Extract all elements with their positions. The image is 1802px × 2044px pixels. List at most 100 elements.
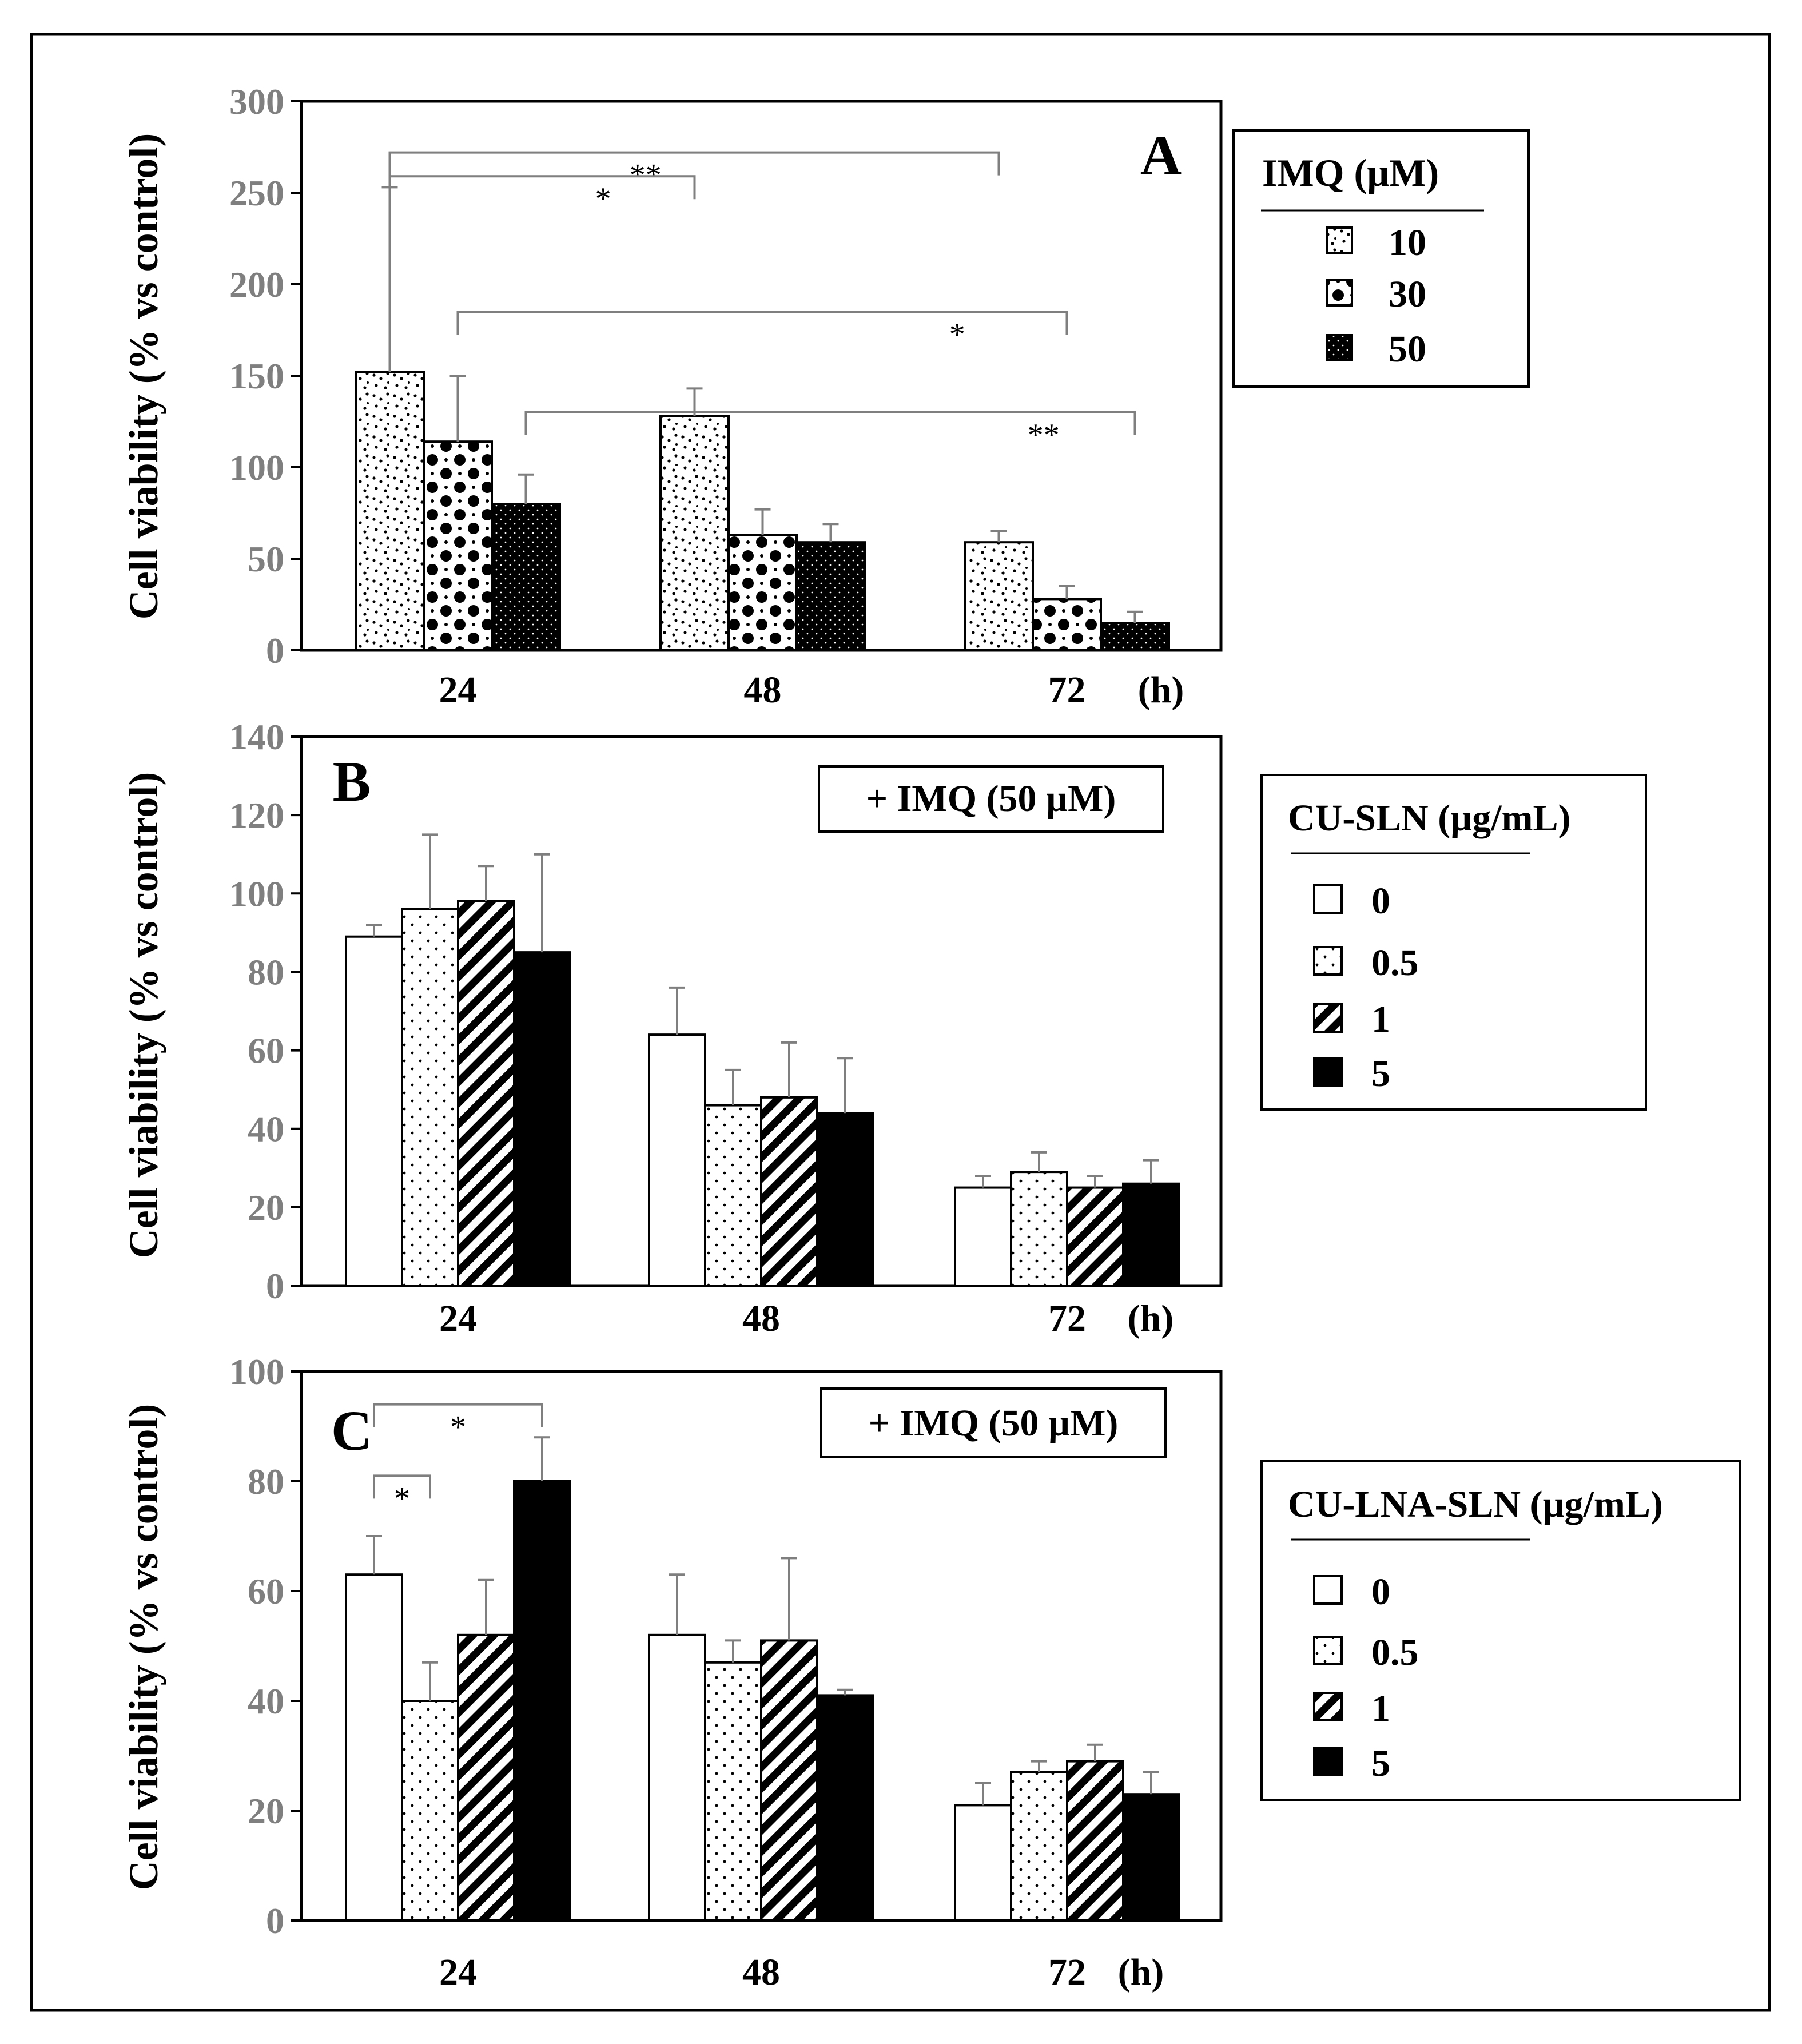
legend-label-imq-30: 30 — [1389, 273, 1426, 315]
panel-a-bar-24h-10 — [355, 371, 425, 651]
panel-a-y-tick-label: 300 — [229, 81, 284, 122]
panel-a-y-tick-label: 250 — [229, 173, 284, 213]
panel-b-letter: B — [333, 750, 371, 813]
panel-c-y-tick-label: 40 — [248, 1681, 284, 1721]
panel-a-significance-label: * — [949, 317, 965, 352]
panel-b-bar-24h-5 — [513, 951, 571, 1287]
panel-a-x-tick-label: 72 — [1048, 669, 1086, 711]
panel-c-inset-label: + IMQ (50 µM) — [869, 1402, 1119, 1444]
panel-c-inset-box — [820, 1387, 1167, 1458]
panel-b-y-tick-label: 80 — [248, 952, 284, 992]
panel-a-y-tick-label: 0 — [266, 630, 284, 671]
panel-c-bar-72h-0.5 — [1010, 1771, 1068, 1922]
panel-a-letter: A — [1140, 124, 1182, 187]
panel-b-bar-72h-5 — [1122, 1182, 1180, 1287]
panel-a-x-tick-label: 48 — [744, 669, 782, 711]
panel-a-bar-72h-30 — [1032, 598, 1102, 652]
panel-b-bar-72h-0.5 — [1010, 1171, 1068, 1287]
panel-b-y-axis-label: Cell viability (% vs control) — [121, 772, 166, 1259]
panel-b-y-tick-label: 100 — [229, 873, 284, 914]
panel-c-x-tick-label: 48 — [742, 1951, 780, 1993]
panel-b-bar-72h-1 — [1066, 1186, 1124, 1287]
panel-a-x-unit: (h) — [1138, 669, 1184, 711]
legend-label-cu-lna-sln-1: 1 — [1371, 1688, 1390, 1729]
panel-c: Cell viability (% vs control) 0 20 40 60 80 1… — [121, 1351, 1741, 1993]
panel-a-bar-24h-30 — [423, 440, 493, 651]
panel-b-y-tick-label: 60 — [248, 1031, 284, 1071]
panel-b-x-tick-label: 48 — [742, 1298, 780, 1339]
panel-b-bar-24h-0.5 — [401, 908, 459, 1287]
panel-c-bar-48h-5 — [816, 1694, 874, 1922]
panel-c-y-tick-label: 60 — [248, 1571, 284, 1612]
panel-c-x-tick-label: 72 — [1048, 1951, 1086, 1993]
panel-c-letter: C — [331, 1399, 372, 1462]
panel-a-bar-48h-10 — [659, 415, 730, 652]
panel-c-legend: CU-LNA-SLN (µg/mL) 0 0.5 1 5 — [1260, 1460, 1741, 1801]
panel-b-x-tick-label: 72 — [1048, 1298, 1086, 1339]
legend-swatch-cu-sln-1 — [1313, 1003, 1343, 1033]
legend-swatch-imq-50 — [1326, 334, 1353, 361]
panel-a-significance-bracket — [388, 175, 696, 200]
panel-c-significance-label: * — [394, 1481, 410, 1516]
panel-c-significance-label: * — [450, 1410, 466, 1445]
panel-c-y-tick-label: 0 — [266, 1900, 284, 1941]
panel-b-bar-48h-0.5 — [704, 1104, 762, 1287]
panel-a-significance-bracket — [456, 311, 1068, 335]
panel-b-y-tick-label: 20 — [248, 1187, 284, 1228]
panel-b-y-tick-label: 0 — [266, 1266, 284, 1306]
panel-b-bar-72h-0 — [954, 1186, 1012, 1287]
panel-a-bar-24h-50 — [491, 503, 561, 651]
panel-c-y-axis-label: Cell viability (% vs control) — [121, 1404, 166, 1891]
panel-c-bar-72h-1 — [1066, 1760, 1124, 1922]
panel-c-y-tick-label: 80 — [248, 1461, 284, 1502]
panel-a-bar-48h-30 — [727, 534, 798, 652]
panel-b-y-tick-label: 120 — [229, 795, 284, 836]
panel-b-bar-24h-1 — [457, 900, 515, 1287]
panel-a-y-tick-label: 200 — [229, 264, 284, 305]
panel-a-y-tick-label: 100 — [229, 447, 284, 488]
panel-c-significance-bracket — [373, 1403, 543, 1427]
legend-label-cu-sln-0: 0 — [1371, 880, 1390, 922]
legend-swatch-cu-lna-sln-0 — [1313, 1575, 1343, 1605]
panel-a-y-tick-label: 150 — [229, 356, 284, 396]
panel-c-bar-48h-0.5 — [704, 1661, 762, 1922]
panel-b-legend-box — [1260, 774, 1647, 1111]
panel-a-legend-box — [1232, 129, 1530, 388]
panel-b-inset-box — [818, 765, 1164, 833]
panel-c-bar-24h-5 — [513, 1480, 571, 1922]
panel-a-significance-label: ** — [1028, 417, 1060, 453]
panel-c-bar-48h-0 — [648, 1633, 706, 1922]
panel-c-bar-24h-0.5 — [401, 1700, 459, 1922]
legend-swatch-cu-lna-sln-1 — [1313, 1692, 1343, 1721]
legend-label-cu-sln-5: 5 — [1371, 1053, 1390, 1095]
legend-swatch-cu-lna-sln-0-5 — [1313, 1636, 1343, 1665]
panel-c-significance-bracket — [373, 1474, 431, 1499]
panel-b-y-tick-label: 40 — [248, 1109, 284, 1150]
panel-a-y-axis-label: Cell viability (% vs control) — [121, 133, 166, 620]
panel-c-bar-72h-0 — [954, 1804, 1012, 1922]
legend-label-cu-lna-sln-0-5: 0.5 — [1371, 1632, 1419, 1673]
panel-c-bar-48h-1 — [760, 1639, 818, 1922]
legend-label-imq-10: 10 — [1389, 222, 1426, 264]
panel-a: Cell viability (% vs control) 0 50 100 150 2… — [121, 81, 1530, 711]
legend-swatch-imq-30 — [1326, 279, 1353, 307]
panel-b-legend-title: CU-SLN (µg/mL) — [1288, 797, 1571, 839]
panel-b-y-tick-label: 140 — [229, 717, 284, 757]
panel-a-significance-bracket — [524, 411, 1136, 435]
panel-a-legend-title: IMQ (µM) — [1262, 151, 1439, 194]
legend-label-cu-lna-sln-0: 0 — [1371, 1571, 1390, 1613]
panel-c-x-tick-label: 24 — [439, 1951, 477, 1993]
panel-a-bar-72h-10 — [964, 541, 1034, 652]
legend-swatch-cu-sln-0 — [1313, 884, 1343, 914]
panel-c-legend-box — [1260, 1460, 1741, 1801]
panel-b-bar-24h-0 — [345, 935, 403, 1287]
legend-label-cu-sln-1: 1 — [1371, 999, 1390, 1040]
panel-a-significance-bracket — [388, 151, 1000, 176]
panel-b-bar-48h-1 — [760, 1096, 818, 1287]
panel-c-y-tick-label: 100 — [229, 1351, 284, 1392]
panel-b: Cell viability (% vs control) 0 20 40 60 80 1… — [121, 717, 1647, 1339]
panel-a-x-tick-label: 24 — [439, 669, 477, 711]
legend-swatch-cu-sln-0-5 — [1313, 946, 1343, 976]
panel-b-x-tick-label: 24 — [439, 1298, 477, 1339]
